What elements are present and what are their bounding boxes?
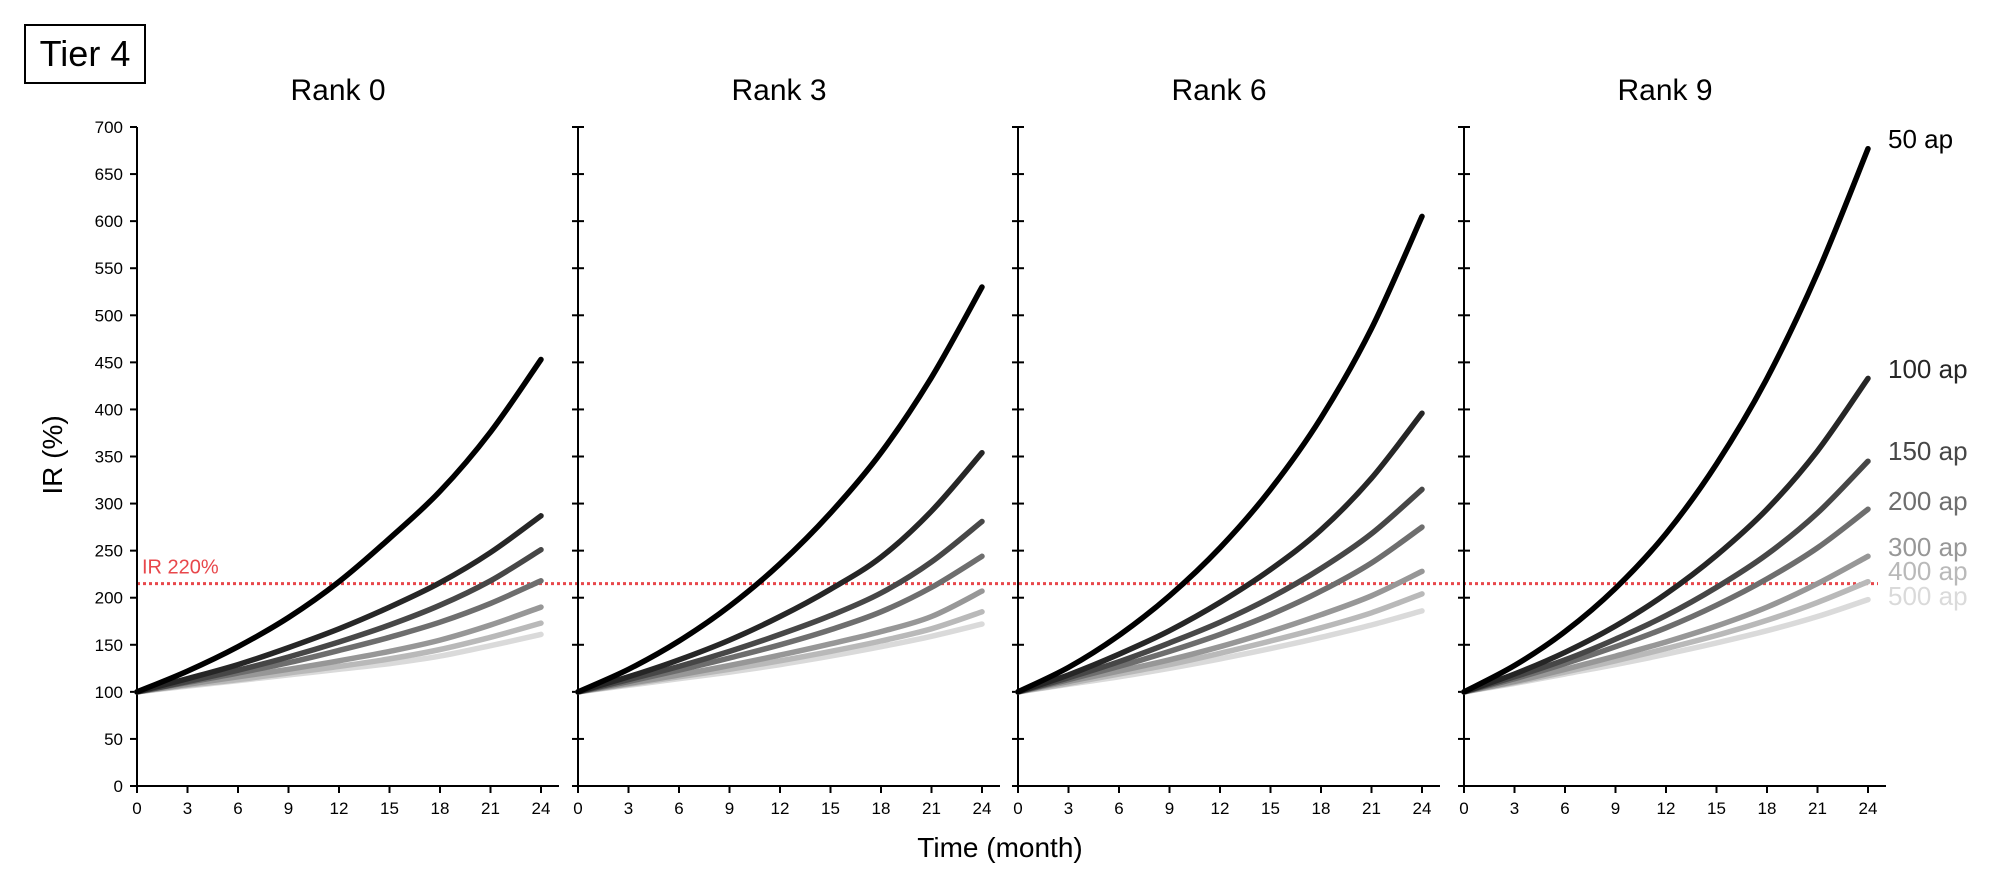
y-tick-label: 600 — [95, 212, 123, 231]
x-tick-label: 24 — [532, 799, 551, 818]
x-tick-label: 3 — [1510, 799, 1519, 818]
x-tick-label: 12 — [330, 799, 349, 818]
x-tick-label: 15 — [821, 799, 840, 818]
series-label: 400 ap — [1888, 556, 1968, 586]
x-tick-label: 12 — [1211, 799, 1230, 818]
y-tick-label: 200 — [95, 589, 123, 608]
y-tick-label: 500 — [95, 306, 123, 325]
series-line-100-ap — [1015, 410, 1425, 695]
series-line-300-ap — [1461, 553, 1871, 695]
x-tick-label: 12 — [771, 799, 790, 818]
y-tick-label: 250 — [95, 542, 123, 561]
x-tick-label: 9 — [725, 799, 734, 818]
series-line-50-ap — [134, 356, 544, 695]
series-line-50-ap — [1461, 145, 1871, 695]
x-tick-label: 21 — [1808, 799, 1827, 818]
y-tick-label: 0 — [114, 777, 123, 796]
series-line-100-ap — [134, 513, 544, 695]
x-tick-label: 24 — [973, 799, 992, 818]
x-tick-label: 15 — [1261, 799, 1280, 818]
series-line-50-ap — [575, 284, 985, 695]
series-label: 200 ap — [1888, 486, 1968, 516]
series-label: 100 ap — [1888, 354, 1968, 384]
x-tick-label: 12 — [1657, 799, 1676, 818]
tier-label: Tier 4 — [24, 24, 146, 84]
reference-line-label: IR 220% — [142, 557, 219, 579]
panel-0: 0501001502002503003504004505005506006507… — [95, 74, 559, 818]
x-tick-label: 24 — [1859, 799, 1878, 818]
panel-1: 0 3 6 9 12 15 18 21 24 Rank 3 — [572, 74, 1000, 818]
x-tick-label: 15 — [380, 799, 399, 818]
y-axis-label: IR (%) — [37, 415, 68, 494]
x-tick-label: 9 — [284, 799, 293, 818]
x-tick-label: 18 — [1758, 799, 1777, 818]
x-tick-label: 18 — [1312, 799, 1331, 818]
x-tick-label: 6 — [674, 799, 683, 818]
y-tick-label: 550 — [95, 259, 123, 278]
panel-2: 0 3 6 9 12 15 18 21 24 Rank 6 — [1012, 74, 1440, 818]
x-tick-label: 18 — [431, 799, 450, 818]
x-tick-label: 21 — [922, 799, 941, 818]
x-tick-label: 0 — [1013, 799, 1022, 818]
x-tick-label: 0 — [132, 799, 141, 818]
panel-title: Rank 3 — [731, 74, 826, 107]
series-line-100-ap — [575, 449, 985, 695]
x-tick-label: 9 — [1611, 799, 1620, 818]
panel-3: 0 3 6 9 12 15 18 21 24 Rank 9 50 ap 100 ap 150 ap 200… — [1458, 74, 1968, 818]
y-tick-label: 650 — [95, 165, 123, 184]
series-label: 50 ap — [1888, 124, 1953, 154]
x-tick-label: 6 — [233, 799, 242, 818]
panel-title: Rank 0 — [290, 74, 385, 107]
series-line-150-ap — [575, 518, 985, 695]
x-tick-label: 3 — [624, 799, 633, 818]
x-tick-label: 0 — [573, 799, 582, 818]
series-line-100-ap — [1461, 375, 1871, 695]
x-tick-label: 3 — [183, 799, 192, 818]
x-tick-label: 6 — [1114, 799, 1123, 818]
series-line-50-ap — [1015, 213, 1425, 695]
series-line-150-ap — [134, 546, 544, 695]
series-line-150-ap — [1015, 486, 1425, 695]
y-tick-label: 450 — [95, 353, 123, 372]
y-tick-label: 400 — [95, 400, 123, 419]
series-label: 150 ap — [1888, 436, 1968, 466]
x-tick-label: 9 — [1165, 799, 1174, 818]
series-label: 300 ap — [1888, 532, 1968, 562]
x-tick-label: 15 — [1707, 799, 1726, 818]
x-tick-label: 24 — [1413, 799, 1432, 818]
x-tick-label: 3 — [1064, 799, 1073, 818]
x-tick-label: 21 — [1362, 799, 1381, 818]
y-tick-label: 50 — [104, 730, 123, 749]
x-axis-label: Time (month) — [917, 832, 1082, 863]
y-tick-label: 350 — [95, 448, 123, 467]
x-tick-label: 18 — [872, 799, 891, 818]
x-tick-label: 21 — [481, 799, 500, 818]
y-tick-label: 100 — [95, 683, 123, 702]
y-tick-label: 300 — [95, 495, 123, 514]
y-tick-label: 700 — [95, 118, 123, 137]
x-tick-label: 6 — [1560, 799, 1569, 818]
panel-title: Rank 6 — [1171, 74, 1266, 107]
series-line-150-ap — [1461, 458, 1871, 695]
y-tick-label: 150 — [95, 636, 123, 655]
chart-panels: IR 220%050100150200250300350400450500550… — [95, 74, 1968, 818]
series-line-200-ap — [1015, 524, 1425, 695]
panel-title: Rank 9 — [1617, 74, 1712, 107]
series-label: 500 ap — [1888, 581, 1968, 611]
x-tick-label: 0 — [1459, 799, 1468, 818]
